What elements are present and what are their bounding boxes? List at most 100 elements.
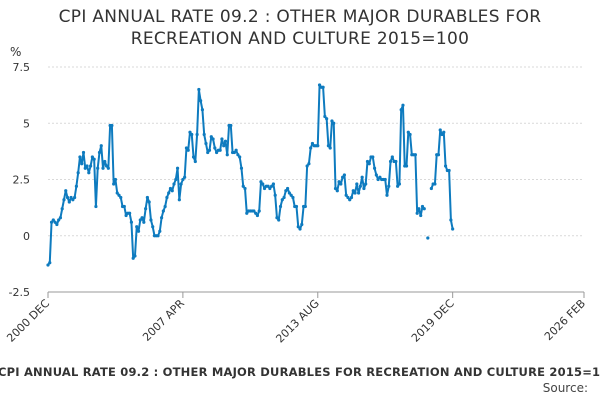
data-point [197,87,201,92]
data-point [81,150,86,155]
data-point [346,195,350,200]
data-point [223,139,228,143]
data-point [188,130,192,134]
data-point [443,164,448,168]
data-point [76,171,80,175]
data-point [280,198,284,202]
data-point [383,177,387,182]
data-point [220,137,224,141]
data-point [151,225,155,229]
data-point [103,159,107,164]
data-point [426,236,430,240]
data-point [305,164,309,168]
data-point [133,254,137,258]
data-point [433,182,437,186]
data-point [254,211,258,215]
data-point [73,195,77,200]
data-point [296,225,300,229]
data-point [163,204,167,209]
data-point [62,198,66,202]
data-point [316,144,320,148]
data-point [48,261,52,265]
data-point [64,189,68,193]
data-point [215,150,219,155]
series-caption: CPI ANNUAL RATE 09.2 : OTHER MAJOR DURAB… [0,365,600,379]
data-point [57,218,61,222]
data-point [124,213,128,218]
data-point [365,159,370,164]
series-line [430,129,454,230]
data-point [447,168,451,173]
data-point [140,216,144,220]
data-point [184,146,189,150]
data-point [218,148,222,152]
data-point [106,166,110,170]
data-point [310,141,315,146]
data-point [298,227,302,231]
data-point [257,209,261,213]
data-point [344,193,348,197]
data-point [207,148,212,152]
data-point [342,173,346,177]
data-point [55,222,59,227]
data-point [232,150,236,155]
data-point [229,123,233,128]
data-point [415,211,419,215]
data-point [158,229,162,233]
data-point [186,148,190,152]
data-point [372,166,377,170]
data-point [49,220,54,224]
chart-title-line-1: CPI ANNUAL RATE 09.2 : OTHER MAJOR DURAB… [58,7,542,27]
data-point [332,121,336,125]
data-point [147,200,151,204]
data-point [388,159,393,164]
data-point [94,204,98,209]
data-point [422,207,426,211]
data-point [270,184,274,188]
data-point [282,195,286,200]
data-point [51,218,55,222]
x-tick-label: 2013 AUG [273,297,322,346]
data-point [273,193,277,197]
data-point [438,128,442,132]
data-point [156,234,160,238]
data-point [83,166,87,170]
data-point [362,186,366,191]
gridlines [48,66,584,293]
data-point [266,184,270,188]
data-point [165,195,169,200]
data-point [367,162,371,166]
data-point [351,189,355,193]
x-tick-label: 2019 DEC [409,297,457,345]
data-point [387,184,391,188]
series-line [47,84,426,266]
data-point [60,207,64,211]
data-point [172,182,176,186]
data-point [376,177,380,182]
chart-title: CPI ANNUAL RATE 09.2 : OTHER MAJOR DURAB… [0,6,600,50]
data-point [333,186,338,191]
data-point [193,159,197,164]
data-point [225,153,229,157]
data-point [170,189,174,193]
data-point [46,263,50,267]
data-point [67,200,71,204]
data-point [110,123,114,128]
data-point [65,195,70,200]
data-point [337,180,341,184]
data-point [397,182,402,186]
data-point [190,132,194,137]
data-point [339,182,343,186]
data-point [204,141,208,146]
data-point [112,182,116,186]
data-point [353,191,357,195]
data-point [168,186,173,191]
data-point [268,186,272,191]
data-point [117,193,121,197]
source-label: Source: [542,381,588,395]
data-point [341,175,345,179]
data-point [234,148,238,152]
data-point [200,108,205,112]
data-point [396,184,400,188]
